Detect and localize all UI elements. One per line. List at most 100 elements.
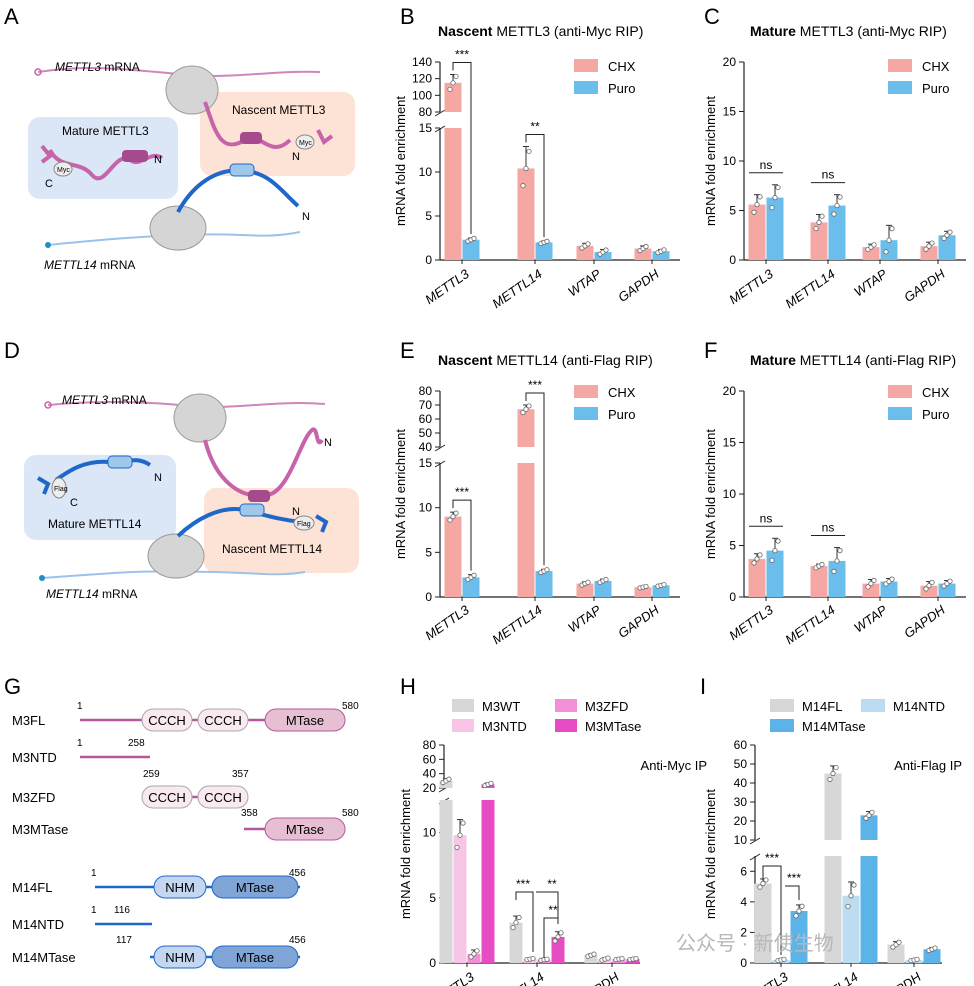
panel-letter: F bbox=[704, 338, 717, 363]
nascent-box-bg bbox=[200, 92, 355, 176]
mature-box-bg bbox=[28, 117, 178, 199]
data-point bbox=[865, 584, 871, 590]
data-point bbox=[605, 955, 611, 961]
legend-label: M14FL bbox=[802, 699, 842, 714]
data-point bbox=[819, 561, 825, 568]
sig-bracket bbox=[452, 499, 472, 571]
y-tick-label: 15 bbox=[723, 436, 737, 450]
data-point bbox=[510, 925, 516, 931]
data-point bbox=[453, 510, 459, 516]
sig-label: ** bbox=[530, 119, 540, 133]
nascent-mettl14-helix bbox=[229, 163, 255, 177]
bar-puro bbox=[594, 580, 612, 597]
data-point bbox=[947, 578, 953, 584]
legend-swatch-m3ntd bbox=[452, 719, 474, 732]
bar-m3ntd bbox=[453, 835, 467, 963]
data-point bbox=[471, 951, 477, 957]
panel-letter: B bbox=[400, 4, 415, 29]
data-point bbox=[619, 955, 625, 962]
data-point bbox=[460, 820, 466, 826]
bar-puro bbox=[652, 251, 670, 260]
y-tick-label: 6 bbox=[740, 864, 747, 878]
bar-chx bbox=[444, 516, 462, 597]
data-point bbox=[530, 955, 536, 962]
construct-end-residue: 456 bbox=[289, 935, 306, 946]
data-point bbox=[834, 202, 840, 209]
y-tick-label: 60 bbox=[734, 738, 748, 752]
chart-panel-e: E Nascent METTL14 (anti-Flag RIP) mRNA fol… bbox=[393, 338, 680, 647]
data-point bbox=[457, 832, 463, 838]
chart-title-bold: Mature bbox=[750, 23, 796, 39]
panel-letter: I bbox=[700, 674, 706, 699]
construct-start-residue: 259 bbox=[143, 769, 160, 780]
mature-mettl14-arm bbox=[36, 476, 51, 495]
bar-chx bbox=[517, 463, 535, 597]
data-point bbox=[796, 908, 802, 914]
y-tick-label: 50 bbox=[734, 757, 748, 771]
chart-title-rest: METTL3 (anti-Myc RIP) bbox=[796, 23, 947, 39]
data-point bbox=[775, 184, 781, 191]
sig-label: ns bbox=[822, 168, 835, 182]
flag-tag-label-2: Flag bbox=[297, 521, 311, 528]
y-tick-label: 80 bbox=[419, 105, 433, 119]
sig-label: *** bbox=[528, 378, 542, 392]
bar-m3wt bbox=[439, 800, 453, 963]
data-point bbox=[544, 238, 550, 244]
x-category-label: GAPDH bbox=[575, 969, 622, 986]
x-category-label: METTL14 bbox=[782, 602, 837, 647]
panel-letter-a: A bbox=[4, 4, 19, 29]
data-point bbox=[603, 576, 609, 583]
data-point bbox=[447, 517, 453, 523]
bar-m3mtase bbox=[481, 800, 495, 963]
y-tick-label: 0 bbox=[729, 253, 736, 267]
data-point bbox=[947, 229, 953, 235]
construct-name: M14FL bbox=[12, 880, 52, 895]
construct-start-residue: 1 bbox=[77, 738, 83, 749]
data-point bbox=[769, 205, 775, 211]
x-category-label: METTL3 bbox=[422, 602, 472, 643]
chart-title-rest: METTL3 (anti-Myc RIP) bbox=[492, 23, 643, 39]
bar-chx-upper bbox=[444, 82, 462, 112]
legend-swatch-chx bbox=[574, 59, 598, 72]
y-tick-label: 80 bbox=[423, 738, 437, 752]
data-point bbox=[813, 225, 819, 232]
ribosome-bottom bbox=[149, 205, 207, 251]
n-terminus-label-3: N bbox=[302, 211, 310, 223]
bar-puro bbox=[766, 197, 784, 260]
legend-label: CHX bbox=[922, 385, 950, 400]
data-point bbox=[837, 194, 843, 200]
data-point bbox=[585, 579, 591, 585]
panel-letter-d: D bbox=[4, 338, 20, 363]
construct-end-residue: 580 bbox=[342, 808, 359, 819]
bar-puro bbox=[594, 252, 612, 260]
y-tick-label: 10 bbox=[423, 826, 437, 840]
data-point bbox=[772, 548, 778, 554]
y-tick-label: 30 bbox=[734, 795, 748, 809]
bar-chx bbox=[810, 566, 828, 597]
bar-chx bbox=[444, 128, 462, 260]
data-point bbox=[883, 249, 889, 255]
y-tick-label: 15 bbox=[723, 105, 737, 119]
legend-label: M3ZFD bbox=[585, 699, 628, 714]
mettl14-mrna-label-d: METTL14 mRNA bbox=[46, 587, 137, 601]
mettl3-mrna-label-d: METTL3 mRNA bbox=[62, 393, 147, 407]
construct-end-residue: 258 bbox=[128, 738, 145, 749]
myc-tag-label-2: Myc bbox=[299, 140, 312, 147]
chart-panel-h: H Anti-Myc IP mRNA fold enrichment 0 5 10 2040… bbox=[398, 674, 707, 986]
myc-tag-label: Myc bbox=[57, 167, 70, 174]
x-category-label: WTAP bbox=[851, 602, 890, 635]
data-point bbox=[831, 568, 837, 574]
x-category-label: WTAP bbox=[565, 266, 604, 299]
domain-label: CCCH bbox=[204, 713, 242, 728]
domain-ccch bbox=[141, 785, 193, 809]
myc-tag-nascent bbox=[295, 134, 315, 150]
chart-title: Mature METTL14 (anti-Flag RIP) bbox=[750, 352, 956, 368]
data-point bbox=[555, 934, 561, 940]
bar-puro bbox=[766, 550, 784, 597]
data-point bbox=[923, 246, 929, 252]
data-point bbox=[757, 194, 763, 200]
bar-chx bbox=[748, 558, 766, 597]
legend-label: M14NTD bbox=[893, 699, 945, 714]
axis-break-mark bbox=[434, 460, 446, 468]
